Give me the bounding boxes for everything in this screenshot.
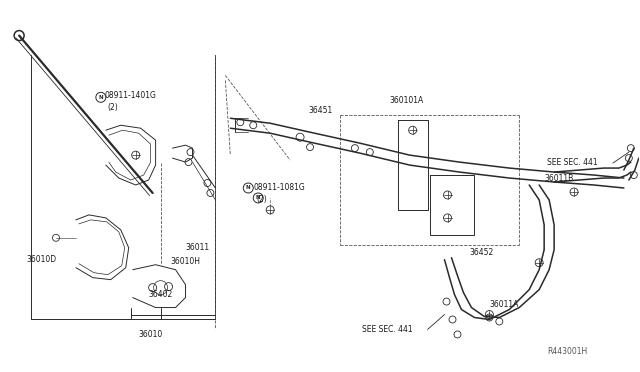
Text: 36010D: 36010D (26, 255, 56, 264)
Text: SEE SEC. 441: SEE SEC. 441 (547, 158, 598, 167)
Text: (2): (2) (256, 195, 267, 205)
Text: N: N (246, 186, 251, 190)
Text: 36452: 36452 (469, 248, 493, 257)
Text: 36010: 36010 (138, 330, 163, 339)
Text: SEE SEC. 441: SEE SEC. 441 (362, 325, 412, 334)
Text: R443001H: R443001H (547, 347, 588, 356)
Text: 08911-1081G: 08911-1081G (253, 183, 305, 192)
Text: (2): (2) (108, 103, 118, 112)
Text: 36011B: 36011B (544, 173, 573, 183)
Text: 36010H: 36010H (171, 257, 200, 266)
Text: 36011: 36011 (186, 243, 210, 252)
Text: 36402: 36402 (148, 290, 173, 299)
Text: 36011A: 36011A (490, 300, 519, 309)
Text: 08911-1401G: 08911-1401G (105, 91, 157, 100)
Text: N: N (256, 195, 260, 201)
Text: 360101A: 360101A (390, 96, 424, 105)
Text: 36451: 36451 (308, 106, 332, 115)
Text: N: N (99, 95, 103, 100)
